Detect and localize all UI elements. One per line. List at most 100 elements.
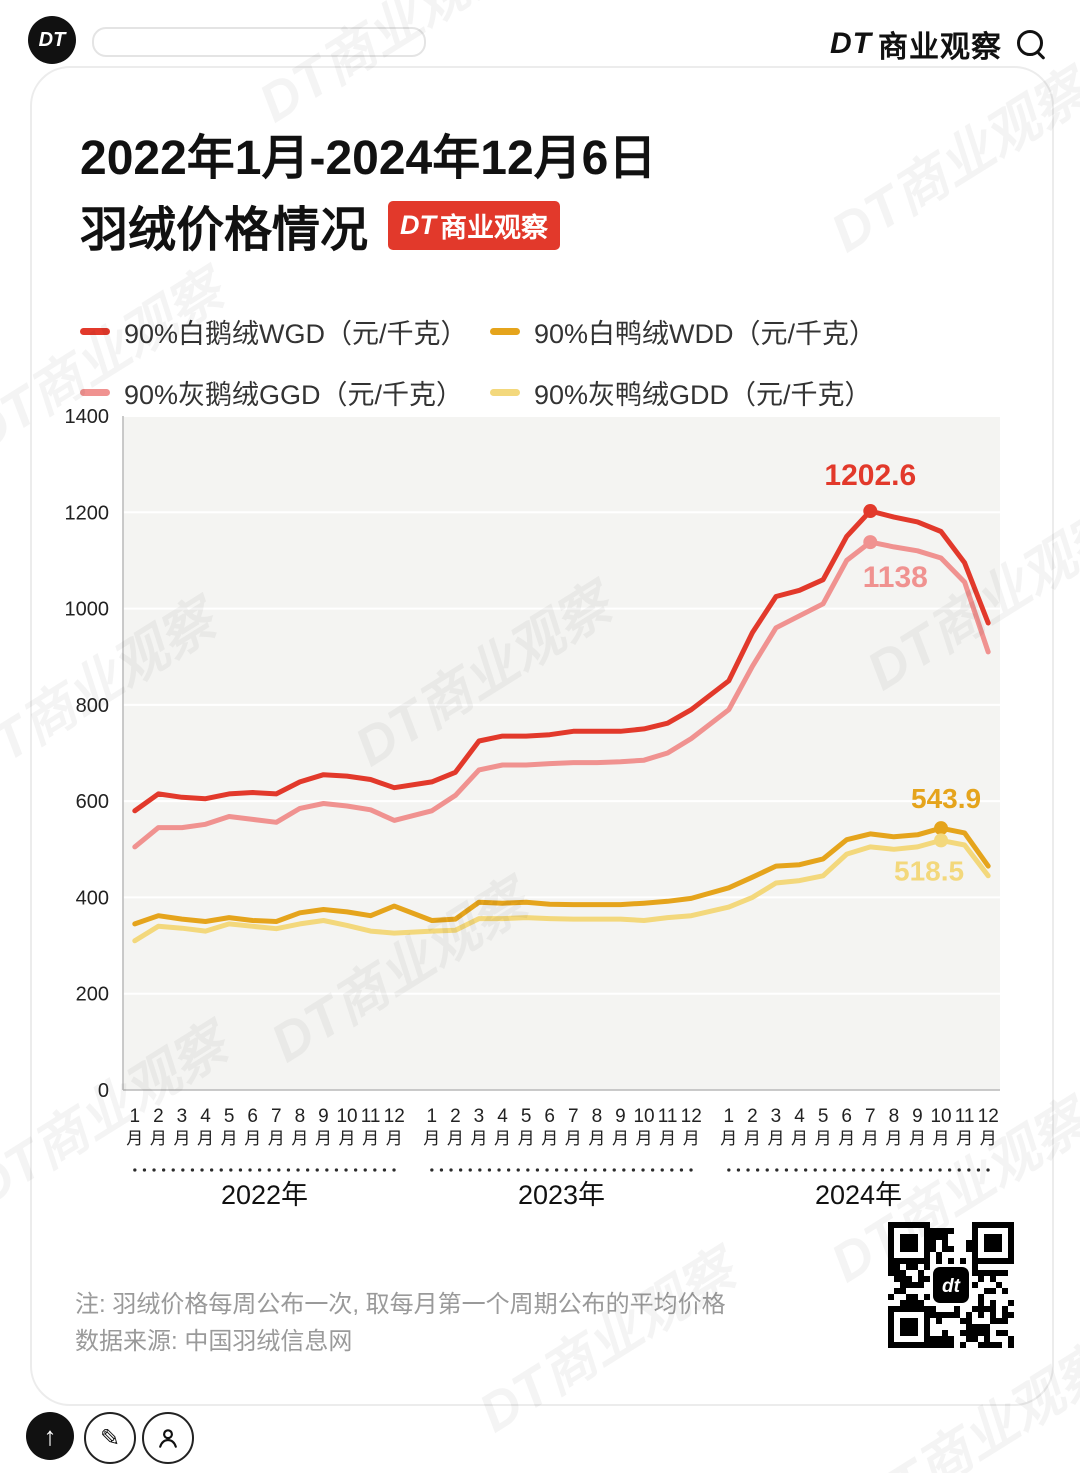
qr-module xyxy=(990,1288,996,1294)
qr-module xyxy=(900,1288,906,1294)
qr-module xyxy=(948,1258,954,1264)
qr-module xyxy=(972,1324,978,1330)
qr-module xyxy=(972,1282,978,1288)
qr-module xyxy=(990,1270,996,1276)
legend-swatch-ggd xyxy=(80,389,110,396)
qr-module xyxy=(906,1282,912,1288)
x-year-label: 2022年 xyxy=(221,1180,308,1208)
legend-label-wdd: 90%白鸭绒WDD（元/千克） xyxy=(534,319,877,349)
x-month-suffix: 月 xyxy=(268,1129,285,1148)
qr-module xyxy=(1008,1342,1014,1348)
qr-module xyxy=(888,1294,894,1300)
price-line-chart: 0 200 400 600 800 1000 1200 1400 1 月 2 月 3 月 4 月 5 月 6 月 7 月 8… xyxy=(35,398,1045,1210)
qr-module xyxy=(984,1342,990,1348)
x-month-suffix: 月 xyxy=(744,1129,761,1148)
qr-module xyxy=(960,1258,966,1264)
x-month-number: 8 xyxy=(295,1106,306,1127)
qr-module xyxy=(900,1234,918,1252)
x-month-number: 10 xyxy=(930,1106,951,1127)
x-month-suffix: 月 xyxy=(636,1129,653,1148)
x-month-suffix: 月 xyxy=(659,1129,676,1148)
qr-module xyxy=(906,1294,912,1300)
qr-module xyxy=(918,1270,924,1276)
x-month-number: 7 xyxy=(865,1106,876,1127)
qr-module xyxy=(900,1276,906,1282)
x-month-number: 6 xyxy=(247,1106,258,1127)
chart-svg: 02004006008001000120014001月2月3月4月5月6月7月8… xyxy=(65,406,1000,1210)
qr-module xyxy=(972,1264,978,1270)
series-line-0 xyxy=(132,508,991,814)
qr-module xyxy=(918,1282,924,1288)
qr-module xyxy=(966,1240,972,1246)
x-month-suffix: 月 xyxy=(588,1129,605,1148)
x-month-number: 6 xyxy=(841,1106,852,1127)
x-month-suffix: 月 xyxy=(612,1129,629,1148)
qr-module xyxy=(942,1330,948,1336)
qr-module xyxy=(984,1330,990,1336)
qr-module xyxy=(1008,1336,1014,1342)
x-month-suffix: 月 xyxy=(767,1129,784,1148)
x-month-number: 3 xyxy=(474,1106,485,1127)
qr-module xyxy=(984,1234,1002,1252)
qr-module xyxy=(960,1330,966,1336)
marker-ggd-peak xyxy=(863,535,878,550)
x-month-number: 4 xyxy=(497,1106,508,1127)
x-month-number: 8 xyxy=(592,1106,603,1127)
qr-module xyxy=(948,1312,954,1318)
qr-module xyxy=(1002,1318,1008,1324)
brand-badge-text: 商业观察 xyxy=(440,212,549,243)
legend-swatch-wgd xyxy=(80,328,110,335)
brand-dt: DT xyxy=(830,27,872,60)
qr-module xyxy=(936,1228,942,1234)
x-month-suffix: 月 xyxy=(720,1129,737,1148)
qr-module xyxy=(960,1318,966,1324)
qr-module xyxy=(984,1270,990,1276)
footnote-line1: 注: 羽绒价格每周公布一次, 取每月第一个周期公布的平均价格 xyxy=(75,1291,726,1318)
x-month-number: 7 xyxy=(568,1106,579,1127)
x-month-number: 1 xyxy=(724,1106,735,1127)
x-month-suffix: 月 xyxy=(565,1129,582,1148)
search-icon[interactable] xyxy=(1016,29,1046,60)
x-month-number: 9 xyxy=(318,1106,329,1127)
x-month-number: 9 xyxy=(615,1106,626,1127)
x-month-suffix: 月 xyxy=(126,1129,143,1148)
x-month-number: 10 xyxy=(336,1106,357,1127)
qr-module xyxy=(930,1246,936,1252)
x-month-number: 12 xyxy=(681,1106,702,1127)
qr-module xyxy=(972,1306,978,1312)
qr-module xyxy=(978,1294,984,1300)
x-month-number: 11 xyxy=(361,1106,381,1127)
x-month-suffix: 月 xyxy=(315,1129,332,1148)
footnote: 注: 羽绒价格每周公布一次, 取每月第一个周期公布的平均价格 数据来源: 中国羽… xyxy=(75,1286,726,1360)
x-month-number: 6 xyxy=(544,1106,555,1127)
qr-module xyxy=(930,1336,936,1342)
y-tick-label: 1000 xyxy=(65,599,110,621)
qr-module xyxy=(894,1288,900,1294)
header-pill[interactable] xyxy=(92,27,426,57)
x-month-suffix: 月 xyxy=(291,1129,308,1148)
qr-module xyxy=(972,1336,978,1342)
qr-module xyxy=(978,1342,984,1348)
x-month-number: 7 xyxy=(271,1106,282,1127)
brand-name: 商业观察 xyxy=(878,31,1002,64)
qr-module xyxy=(933,1267,969,1303)
qr-module xyxy=(930,1342,936,1348)
qr-module xyxy=(954,1306,960,1312)
footnote-line2: 数据来源: 中国羽绒信息网 xyxy=(75,1328,353,1355)
profile-button[interactable] xyxy=(142,1412,194,1464)
qr-module xyxy=(942,1234,948,1240)
x-month-number: 3 xyxy=(771,1106,782,1127)
legend-item-wdd: 90%白鸭绒WDD（元/千克） xyxy=(490,312,900,351)
scroll-top-button[interactable]: ↑ xyxy=(26,1412,74,1460)
edit-button[interactable]: ✎ xyxy=(84,1412,136,1464)
qr-module xyxy=(1002,1306,1008,1312)
x-month-number: 9 xyxy=(912,1106,923,1127)
page-title-line1: 2022年1月-2024年12月6日 xyxy=(80,132,657,185)
y-tick-label: 800 xyxy=(76,695,109,717)
y-tick-label: 600 xyxy=(76,791,109,813)
qr-module xyxy=(924,1264,930,1270)
qr-module xyxy=(888,1264,894,1270)
qr-module xyxy=(930,1228,936,1234)
qr-module xyxy=(1002,1312,1008,1318)
